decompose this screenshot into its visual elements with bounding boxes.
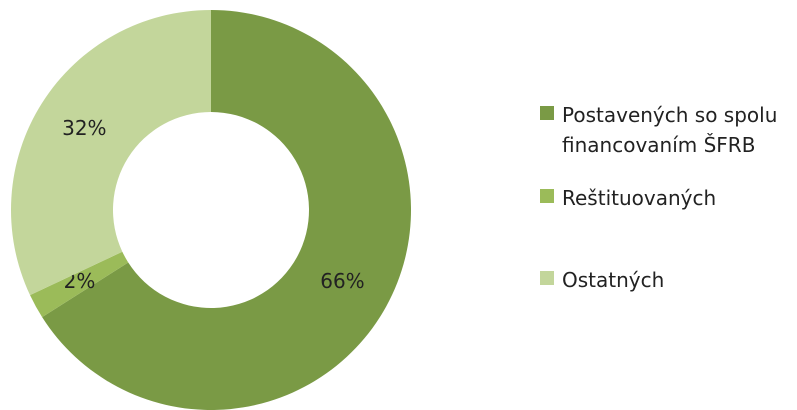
data-label: 66% [320, 269, 364, 293]
donut-slice [42, 10, 412, 410]
donut-slice [30, 251, 129, 318]
legend-swatch [540, 271, 554, 285]
legend-swatch [540, 106, 554, 120]
chart: 66%2%32% [11, 10, 412, 410]
data-label: 32% [62, 116, 106, 140]
legend-label: Postavených so spolu financovaním ŠFRB [562, 103, 778, 157]
legend-label: Reštituovaných [562, 186, 717, 210]
donut-slice [11, 10, 211, 296]
legend-label: Ostatných [562, 268, 665, 292]
legend-swatch [540, 189, 554, 203]
